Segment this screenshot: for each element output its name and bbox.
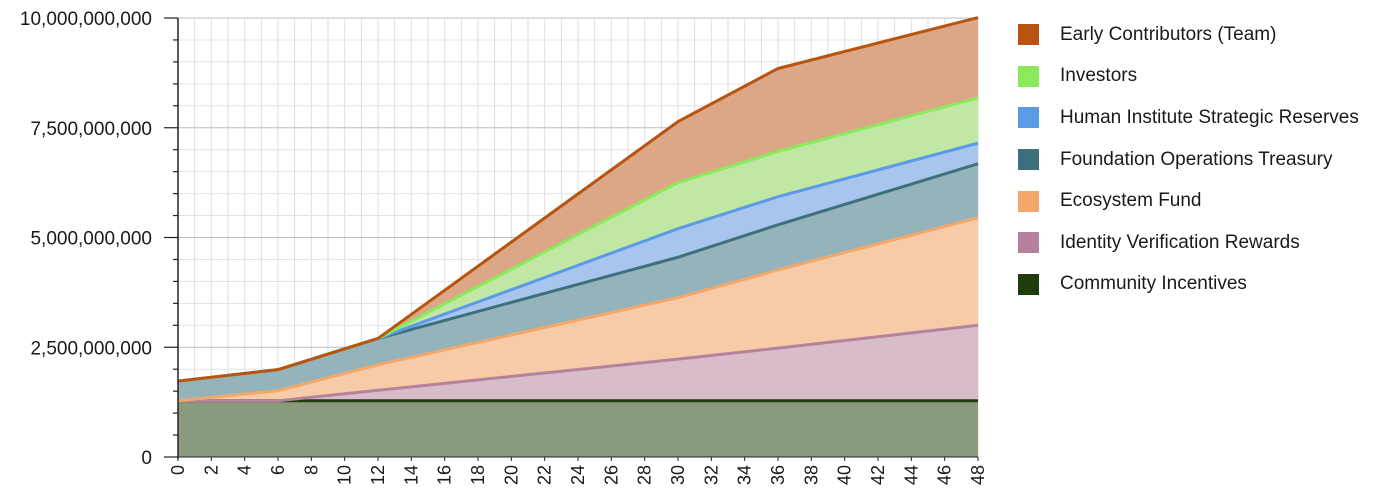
x-tick-label: 48 [968,465,988,485]
chart-legend: Early Contributors (Team) Investors Human … [1018,14,1396,305]
x-tick-label: 36 [768,465,788,485]
lines [177,16,979,403]
area-foundation-operations-treasury [178,163,978,401]
legend-swatch [1018,149,1039,171]
x-tick-label: 28 [635,465,655,485]
y-tick-label: 7,500,000,000 [30,119,152,140]
stacked-area-chart: 0 2,500,000,000 5,000,000,000 7,500,000,000… [20,9,988,485]
x-tick-label: 4 [235,465,255,475]
x-tick-label: 14 [401,465,421,485]
legend-label: Human Institute Strategic Reserves [1060,106,1359,128]
legend-swatch [1018,273,1039,295]
legend-label: Foundation Operations Treasury [1060,148,1333,170]
x-tick-label: 32 [701,465,721,485]
x-tick-label: 12 [368,465,388,485]
legend-label: Early Contributors (Team) [1060,23,1277,45]
legend-swatch [1018,24,1039,46]
x-tick-label: 38 [801,465,821,485]
x-tick-label: 44 [901,465,921,485]
legend-label: Community Incentives [1060,273,1247,295]
area-identity-verification-rewards [178,325,978,401]
y-tick-label: 10,000,000,000 [20,9,152,30]
area-human-institute-strategic-reserves [178,143,978,382]
y-tick-label: 0 [141,448,152,469]
legend-item: Ecosystem Fund [1018,180,1396,222]
x-tick-label: 18 [468,465,488,485]
line-early-contributors-team- [177,16,979,383]
legend-label: Investors [1060,65,1138,87]
legend-item: Foundation Operations Treasury [1018,139,1396,181]
x-tick-label: 46 [935,465,955,485]
legend-item: Early Contributors (Team) [1018,14,1396,56]
x-tick-label: 8 [301,465,321,475]
line-identity-verification-rewards [178,323,979,403]
x-tick-label: 22 [535,465,555,485]
x-tick-label: 34 [735,465,755,485]
x-tick-label: 2 [201,465,221,475]
axes: 0 2,500,000,000 5,000,000,000 7,500,000,000… [20,9,988,485]
legend-item: Identity Verification Rewards [1018,222,1396,264]
x-tick-label: 40 [835,465,855,485]
areas [178,17,978,457]
x-tick-label: 16 [435,465,455,485]
legend-swatch [1018,232,1039,254]
x-tick-label: 10 [335,465,355,485]
y-tick-label: 2,500,000,000 [30,338,152,359]
x-tick-label: 0 [168,465,188,475]
x-tick-label: 24 [568,465,588,485]
x-tick-label: 20 [501,465,521,485]
x-tick-label: 26 [601,465,621,485]
legend-item: Human Institute Strategic Reserves [1018,97,1396,139]
y-tick-label: 5,000,000,000 [30,229,152,250]
area-investors [178,97,978,382]
legend-swatch [1018,190,1039,212]
line-ecosystem-fund [177,216,979,403]
legend-item: Investors [1018,56,1396,98]
legend-item: Community Incentives [1018,264,1396,306]
legend-label: Identity Verification Rewards [1060,231,1300,253]
x-tick-label: 30 [668,465,688,485]
area-early-contributors-team- [178,17,978,382]
area-community-incentives [178,400,978,457]
legend-label: Ecosystem Fund [1060,190,1202,212]
legend-swatch [1018,65,1039,87]
x-tick-label: 42 [868,465,888,485]
legend-swatch [1018,107,1039,129]
area-ecosystem-fund [178,217,978,401]
x-tick-label: 6 [268,465,288,475]
